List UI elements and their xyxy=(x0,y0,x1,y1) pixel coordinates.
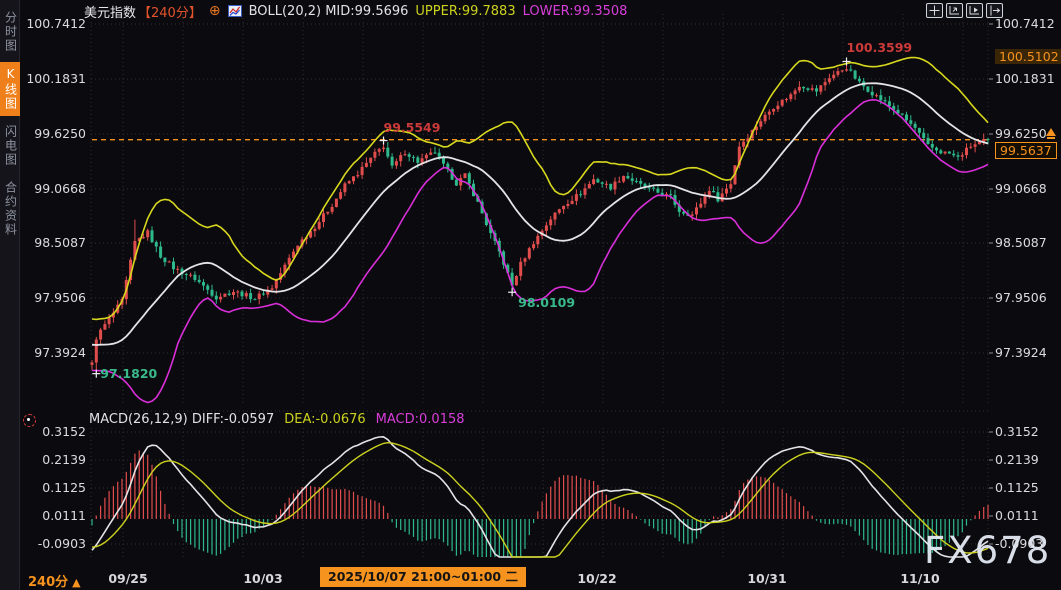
macd-dea-label: DEA:-0.0676 xyxy=(284,412,365,427)
add-indicator-icon[interactable]: ⊕ xyxy=(209,4,221,18)
app-root: 分时图 K线图 闪电图 合约资料 美元指数【240分】 ⊕ BOLL(20,2)… xyxy=(0,0,1061,590)
macd-axis-label: 0.0111 xyxy=(995,508,1059,524)
price-annotation: 97.1820 xyxy=(100,366,157,381)
y-axis-label: 100.1831 xyxy=(24,71,86,87)
boll-upper-label: UPPER:99.7883 xyxy=(415,4,515,19)
y-axis-label: 97.3924 xyxy=(995,345,1059,361)
period-tag: 【240分】 xyxy=(138,2,202,21)
macd-axis-label: 0.0111 xyxy=(24,508,86,524)
macd-header: MACD(26,12,9) DIFF:-0.0597 DEA:-0.0676 M… xyxy=(89,412,465,427)
macd-axis-label: 0.3152 xyxy=(24,424,86,440)
y-axis-label: 100.7412 xyxy=(24,16,86,32)
macd-axis-label: 0.2139 xyxy=(995,452,1059,468)
period-selector[interactable]: 240分 ▲ xyxy=(28,571,81,590)
symbol-title: 美元指数 xyxy=(84,2,136,21)
macd-axis-label: 0.2139 xyxy=(24,452,86,468)
macd-lines-layer xyxy=(92,437,988,557)
x-axis-date-label: 10/22 xyxy=(565,571,629,586)
last-price-tag: 99.5637 xyxy=(995,142,1057,159)
axis-zoom-icon[interactable] xyxy=(946,3,963,18)
watermark: FX678 xyxy=(924,529,1051,572)
y-axis-label: 97.9506 xyxy=(995,290,1059,306)
y-axis-label: 99.0668 xyxy=(24,181,86,197)
playback-icon[interactable] xyxy=(966,3,983,18)
grid-layer xyxy=(91,14,993,557)
macd-axis-label: 0.3152 xyxy=(995,424,1059,440)
period-label: 240分 xyxy=(28,575,68,590)
period-dropdown-arrow-icon: ▲ xyxy=(72,576,80,589)
y-axis-label: 99.0668 xyxy=(995,181,1059,197)
line-chart-icon xyxy=(228,5,242,17)
macd-histogram-layer xyxy=(92,450,988,557)
macd-axis-label: -0.0903 xyxy=(24,536,86,552)
crosshair-icon[interactable] xyxy=(926,3,943,18)
price-annotation: 100.3599 xyxy=(847,40,913,55)
pan-right-icon[interactable] xyxy=(986,3,1003,18)
candles-layer xyxy=(91,62,990,374)
x-axis-date-label: 09/25 xyxy=(96,571,160,586)
scroll-latest-icon[interactable] xyxy=(1046,128,1056,136)
y-axis-label: 98.5087 xyxy=(995,235,1059,251)
chart-toolbar xyxy=(926,3,1003,18)
y-axis-label: 100.1831 xyxy=(995,71,1059,87)
price-annotation: 98.0109 xyxy=(518,295,575,310)
extreme-markers-layer xyxy=(92,57,850,377)
y-axis-label: 97.9506 xyxy=(24,290,86,306)
chart-header: 美元指数【240分】 ⊕ BOLL(20,2) MID:99.5696 UPPE… xyxy=(84,3,627,19)
macd-diff-label: MACD(26,12,9) DIFF:-0.0597 xyxy=(89,412,274,427)
upper-band-price-tag: 100.5102 xyxy=(995,49,1061,64)
boll-mid-label: BOLL(20,2) MID:99.5696 xyxy=(249,4,409,19)
macd-axis-label: 0.1125 xyxy=(24,480,86,496)
y-axis-label: 97.3924 xyxy=(24,345,86,361)
bollinger-layer xyxy=(92,58,988,403)
macd-axis-label: 0.1125 xyxy=(995,480,1059,496)
x-axis-date-label: 10/31 xyxy=(735,571,799,586)
x-axis-date-label: 11/10 xyxy=(888,571,952,586)
y-axis-label: 100.7412 xyxy=(995,16,1059,32)
y-axis-label: 98.5087 xyxy=(24,235,86,251)
indicator-marker-icon[interactable] xyxy=(23,414,36,427)
price-annotation: 99.5549 xyxy=(384,120,441,135)
boll-lower-label: LOWER:99.3508 xyxy=(523,4,628,19)
macd-value-label: MACD:0.0158 xyxy=(376,412,465,427)
bar-daterange-tooltip: 2025/10/07 21:00~01:00 二 xyxy=(320,567,526,587)
x-axis-date-label: 10/03 xyxy=(231,571,295,586)
y-axis-label: 99.6250 xyxy=(24,126,86,142)
